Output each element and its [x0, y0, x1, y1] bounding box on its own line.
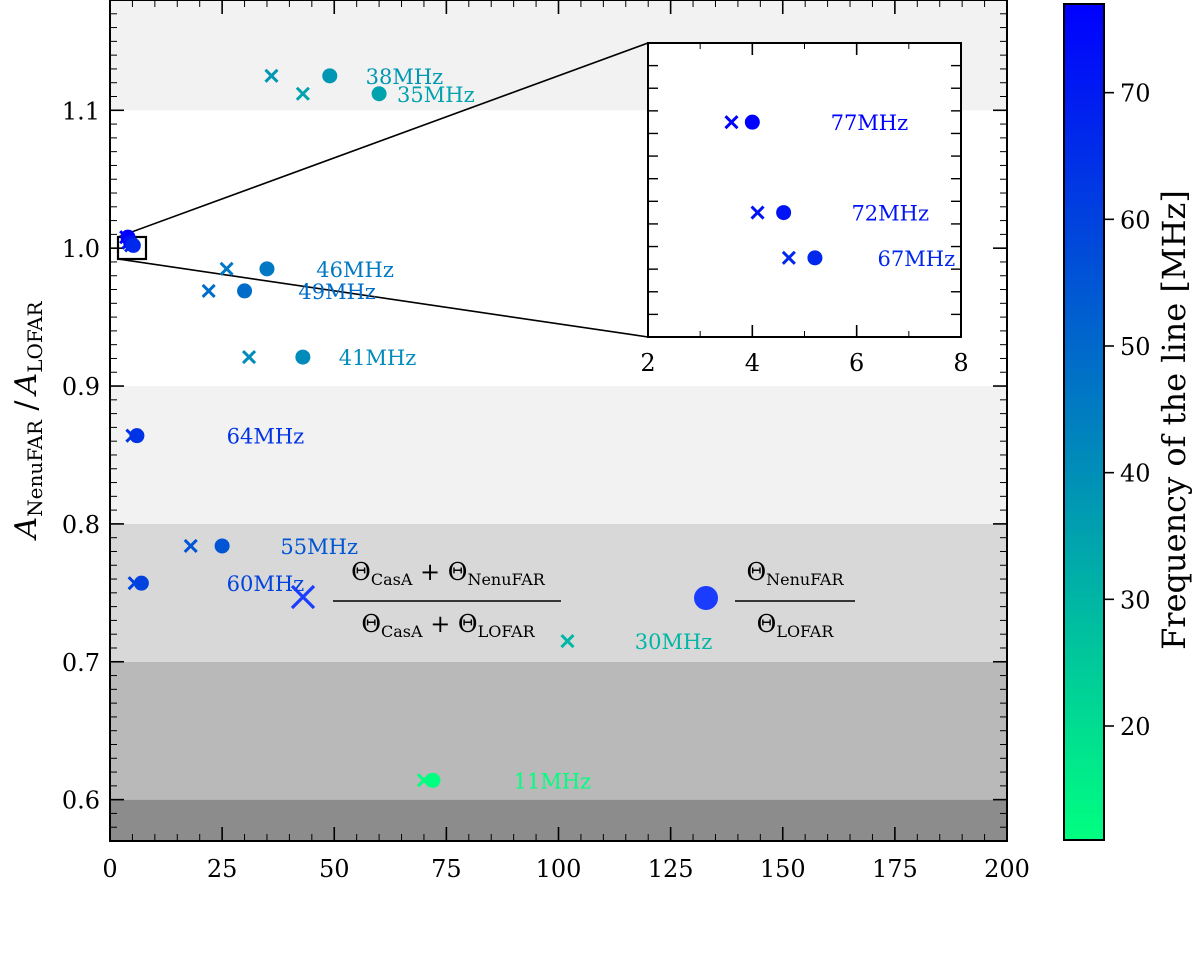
y-tick-label-5: 1.1 [62, 97, 100, 125]
inset-x-marker-72mhz [750, 205, 765, 220]
colorbar: 20 30 40 50 60 70 Frequency of the line [MHz] [1063, 3, 1193, 841]
x-tick-label-5: 125 [648, 855, 694, 883]
zoom-indicator [116, 42, 649, 338]
legend-x-marker-icon [290, 584, 316, 610]
inset-dot-marker-77mhz [744, 114, 760, 130]
inset-x-tick-labels: 2 4 6 8 [640, 349, 968, 377]
y-tick-label-0: 0.6 [62, 787, 100, 815]
legend-entry-dot-marker: ΘNenuFAR ΘLOFAR [694, 558, 855, 641]
label-38mhz: 38MHz [366, 65, 444, 89]
inset-x-tick-label-1: 4 [745, 349, 760, 377]
dot-marker-35mhz [371, 86, 387, 102]
colorbar-gradient [1063, 3, 1105, 841]
colorbar-ticks: 20 30 40 50 60 70 [1104, 80, 1151, 741]
scatter-points [119, 68, 575, 788]
x-marker-35mhz [295, 86, 310, 101]
x-tick-label-8: 200 [984, 855, 1030, 883]
legend-1-numerator: ΘCasA + ΘNenuFAR [351, 558, 546, 589]
y-axis-label: ANenuFAR /ALOFAR [9, 301, 47, 542]
inset-label-77mhz: 77MHz [831, 111, 909, 135]
colorbar-tick-label-1: 30 [1120, 586, 1151, 614]
colorbar-label: Frequency of the line [MHz] [1155, 190, 1193, 650]
x-marker-49mhz [201, 283, 216, 298]
y-axis-ticks: 0.6 0.7 0.8 0.9 1.0 1.1 [62, 0, 1007, 842]
dot-marker-55mhz [214, 538, 230, 554]
y-tick-label-1: 0.7 [62, 649, 100, 677]
legend-2-numerator: ΘNenuFAR [746, 558, 844, 589]
colorbar-tick-label-2: 40 [1120, 460, 1151, 488]
inset-plot: 77MHz 72MHz 67MHz 2 4 6 8 [640, 42, 969, 377]
label-11mhz: 11MHz [514, 769, 592, 793]
inset-label-72mhz: 72MHz [851, 202, 929, 226]
inset-dot-marker-72mhz [776, 205, 792, 221]
x-tick-label-1: 25 [207, 855, 238, 883]
label-46mhz: 46MHz [316, 258, 394, 282]
band-2 [110, 523, 1007, 662]
y-tick-label-4: 1.0 [62, 235, 100, 263]
x-tick-label-4: 100 [536, 855, 582, 883]
zoom-line-bottom [117, 258, 649, 338]
colorbar-tick-label-4: 60 [1120, 206, 1151, 234]
x-tick-label-2: 50 [319, 855, 350, 883]
dot-marker-41mhz [295, 349, 311, 365]
x-tick-label-3: 75 [431, 855, 462, 883]
dot-marker-60mhz [133, 575, 149, 591]
y-tick-label-2: 0.8 [62, 511, 100, 539]
dot-marker-67mhz [125, 237, 141, 253]
dot-marker-11mhz [425, 772, 441, 788]
inset-background [648, 43, 961, 337]
legend-1-denominator: ΘCasA + ΘLOFAR [361, 610, 535, 641]
colorbar-tick-label-5: 70 [1120, 80, 1151, 108]
band-3 [110, 386, 1007, 524]
inset-x-tick-label-3: 8 [953, 349, 968, 377]
x-axis-ticks: 0 25 50 75 100 125 150 175 200 [102, 0, 1030, 883]
inset-x-marker-67mhz [781, 250, 796, 265]
colorbar-tick-label-0: 20 [1120, 713, 1151, 741]
dot-marker-64mhz [129, 428, 145, 444]
label-30mhz: 30MHz [635, 630, 713, 654]
label-41mhz: 41MHz [339, 346, 417, 370]
inset-labels: 77MHz 72MHz 67MHz [831, 111, 956, 271]
label-60mhz: 60MHz [227, 572, 305, 596]
x-marker-38mhz [264, 68, 279, 83]
label-64mhz: 64MHz [227, 425, 305, 449]
legend: ΘCasA + ΘNenuFAR ΘCasA + ΘLOFAR ΘNenuFAR… [290, 558, 855, 641]
inset-label-67mhz: 67MHz [878, 247, 956, 271]
dot-marker-46mhz [259, 261, 275, 277]
x-tick-label-7: 175 [872, 855, 918, 883]
legend-dot-marker-icon [694, 586, 718, 610]
label-55mhz: 55MHz [280, 535, 358, 559]
x-tick-label-0: 0 [102, 855, 117, 883]
inset-dot-marker-67mhz [807, 250, 823, 266]
x-marker-41mhz [241, 350, 257, 365]
label-35mhz: 35MHz [397, 83, 475, 107]
band-1 [110, 661, 1007, 800]
x-marker-55mhz [183, 538, 198, 554]
dot-marker-49mhz [237, 283, 253, 299]
plot-frame [109, 0, 1008, 842]
dot-marker-38mhz [322, 68, 338, 84]
inset-x-marker-77mhz [724, 115, 739, 130]
y-tick-label-3: 0.9 [62, 373, 100, 401]
x-marker-46mhz [219, 261, 234, 276]
inset-points [724, 114, 823, 266]
inset-frame [647, 42, 962, 338]
zoom-line-top [117, 42, 649, 238]
legend-2-denominator: ΘLOFAR [757, 610, 835, 641]
x-tick-label-6: 150 [760, 855, 806, 883]
label-49mhz: 49MHz [298, 280, 376, 304]
x-marker-30mhz [560, 634, 575, 649]
inset-x-tick-label-0: 2 [640, 349, 655, 377]
inset-x-tick-label-2: 6 [849, 349, 864, 377]
colorbar-tick-label-3: 50 [1120, 333, 1151, 361]
legend-entry-x-marker: ΘCasA + ΘNenuFAR ΘCasA + ΘLOFAR [290, 558, 561, 641]
